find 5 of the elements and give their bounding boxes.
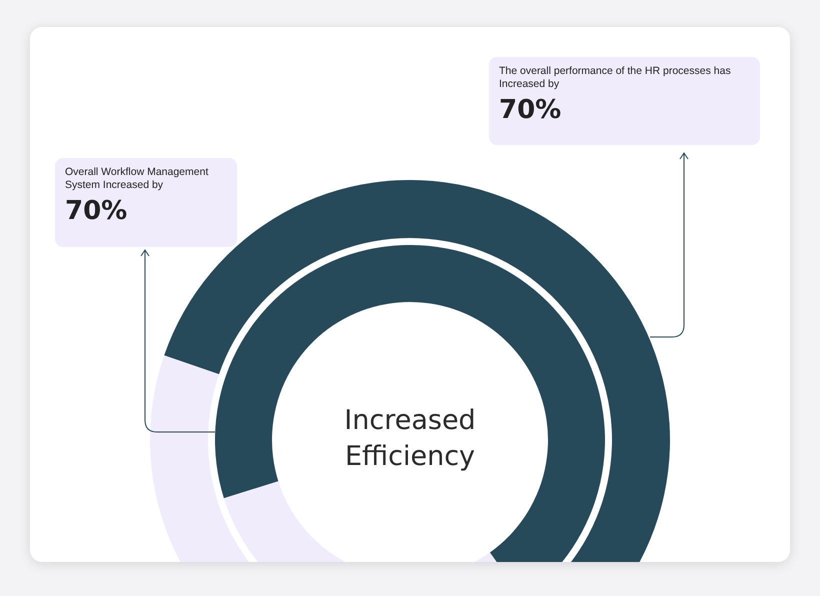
text: Increased Efficiency <box>343 404 477 474</box>
text: Overall Workflow Management System Increased by <box>65 166 210 192</box>
text: The overall performance of the HR processes has Increased by <box>499 65 732 91</box>
data-label: 70% <box>499 95 562 125</box>
data-label: 70% <box>65 196 128 226</box>
